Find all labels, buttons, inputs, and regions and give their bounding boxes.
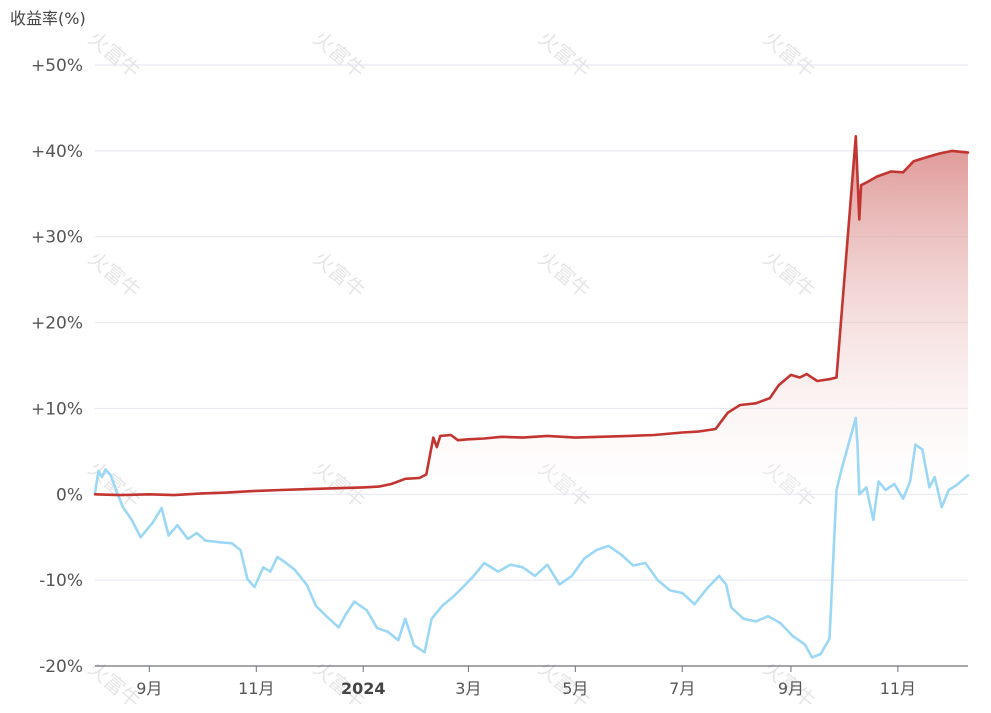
y-axis-title: 收益率(%) bbox=[10, 9, 86, 28]
x-tick-label: 9月 bbox=[778, 679, 804, 698]
x-tick-label: 9月 bbox=[136, 679, 162, 698]
watermark: 火富牛 bbox=[84, 26, 145, 83]
watermark: 火富牛 bbox=[309, 456, 370, 513]
watermark: 火富牛 bbox=[534, 246, 595, 303]
watermark: 火富牛 bbox=[759, 26, 820, 83]
watermark-layer: 火富牛火富牛火富牛火富牛火富牛火富牛火富牛火富牛火富牛火富牛火富牛火富牛火富牛火… bbox=[84, 26, 820, 713]
y-tick-label: -20% bbox=[39, 657, 83, 677]
watermark: 火富牛 bbox=[534, 26, 595, 83]
x-tick-label: 11月 bbox=[238, 679, 274, 698]
series-line bbox=[93, 416, 970, 659]
area-layer bbox=[95, 136, 968, 496]
axes: +50% +40% +30% +20% +10% 0% -10% -20% 9月 11月 2024 3… bbox=[31, 56, 968, 698]
y-tick-label: +10% bbox=[31, 399, 83, 419]
watermark: 火富牛 bbox=[84, 246, 145, 303]
x-tick-label: 7月 bbox=[669, 679, 695, 698]
y-tick-label: -10% bbox=[39, 571, 83, 591]
x-tick-label: 5月 bbox=[562, 679, 588, 698]
x-tick-label: 3月 bbox=[455, 679, 481, 698]
series-line bbox=[93, 135, 970, 497]
line-layer bbox=[93, 135, 970, 659]
watermark: 火富牛 bbox=[759, 246, 820, 303]
x-tick-label: 11月 bbox=[880, 679, 916, 698]
series-area bbox=[95, 136, 968, 496]
x-tick-label: 2024 bbox=[341, 679, 386, 698]
y-tick-label: 0% bbox=[56, 485, 83, 505]
watermark: 火富牛 bbox=[309, 26, 370, 83]
y-tick-label: +30% bbox=[31, 228, 83, 248]
y-tick-label: +20% bbox=[31, 314, 83, 334]
y-tick-label: +40% bbox=[31, 142, 83, 162]
watermark: 火富牛 bbox=[309, 246, 370, 303]
y-tick-label: +50% bbox=[31, 56, 83, 76]
